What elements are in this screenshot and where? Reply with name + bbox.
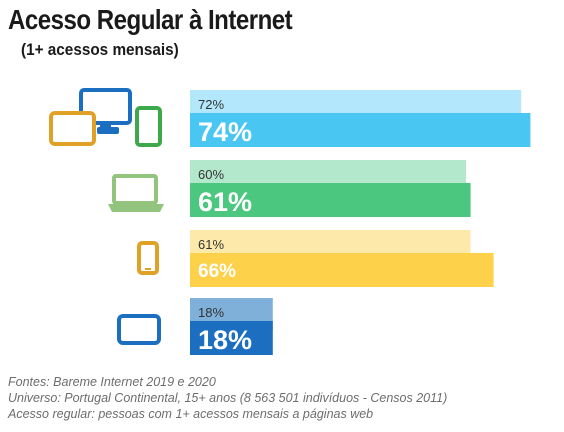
tablet-icon [117, 314, 161, 345]
chart-title: Acesso Regular à Internet [8, 4, 293, 35]
laptop-icon [108, 174, 164, 212]
all-devices-icon [49, 88, 162, 147]
footer-definition: Acesso regular: pessoas com 1+ acessos m… [8, 407, 374, 421]
bar-2020-laptop [190, 183, 471, 217]
label-2020-all-devices: 74% [198, 117, 252, 147]
label-2019-smartphone: 61% [198, 237, 224, 252]
label-2019-all-devices: 72% [198, 97, 224, 112]
smartphone-icon [137, 241, 159, 275]
bar-2020-all-devices [190, 113, 531, 147]
bar-2020-smartphone [190, 253, 494, 287]
footer-universe: Universo: Portugal Continental, 15+ anos… [8, 391, 448, 405]
chart-subtitle: (1+ acessos mensais) [21, 40, 179, 59]
label-2020-tablet: 18% [198, 325, 252, 355]
footer-sources: Fontes: Bareme Internet 2019 e 2020 [8, 375, 216, 389]
bar-2020-tablet [190, 321, 273, 355]
label-2020-smartphone: 66% [198, 261, 236, 282]
label-2020-laptop: 61% [198, 187, 252, 217]
footer-notes: Fontes: Bareme Internet 2019 e 2020 Univ… [8, 374, 447, 422]
label-2019-tablet: 18% [198, 305, 224, 320]
label-2019-laptop: 60% [198, 167, 224, 182]
